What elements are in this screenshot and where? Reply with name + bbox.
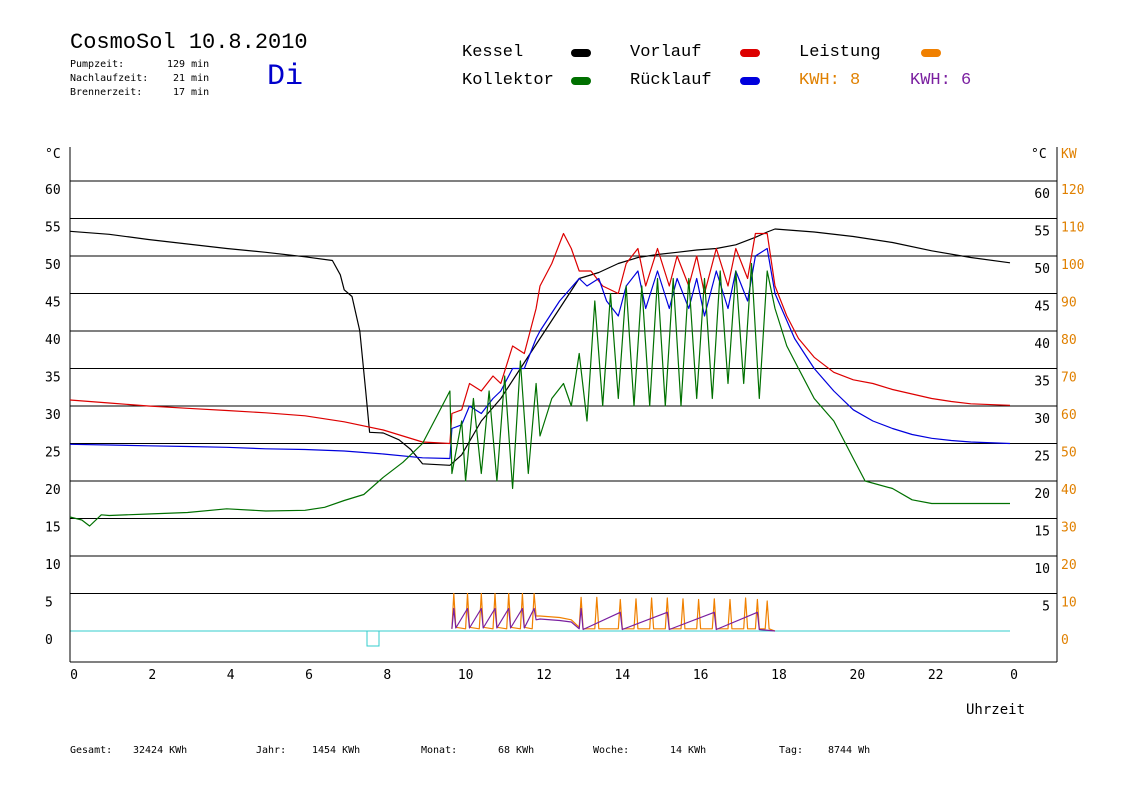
footer-tag-value: 8744 Wh bbox=[828, 745, 871, 756]
x-tick-10: 20 bbox=[850, 668, 866, 683]
footer-monat-label: Monat: bbox=[421, 745, 458, 756]
footer-woche-label: Woche: bbox=[593, 745, 630, 756]
grid-lines bbox=[70, 180, 1057, 632]
x-tick-5: 10 bbox=[458, 668, 474, 683]
footer-monat-value: 68 KWh bbox=[498, 745, 535, 756]
y-tick-right-power-10: 10 bbox=[1061, 596, 1077, 611]
x-tick-12: 0 bbox=[1010, 668, 1018, 683]
legend-label-leistung: Leistung bbox=[799, 43, 881, 62]
x-tick-3: 6 bbox=[305, 668, 313, 683]
y-tick-left-30: 30 bbox=[45, 408, 61, 423]
legend-label-vorlauf: Vorlauf bbox=[630, 43, 702, 62]
stat-brennerzeit-value: 17 min bbox=[173, 87, 210, 98]
y-tick-left-15: 15 bbox=[45, 521, 61, 536]
y-axis-unit-right-temp: °C bbox=[1031, 147, 1047, 162]
x-axis-label: Uhrzeit bbox=[966, 702, 1025, 718]
series-line-kollektor bbox=[69, 262, 1010, 527]
stat-nachlaufzeit-value: 21 min bbox=[173, 73, 210, 84]
marker-square bbox=[366, 630, 380, 647]
axes bbox=[69, 147, 1058, 663]
legend-label-kessel: Kessel bbox=[462, 43, 524, 62]
legend-swatch-vorlauf bbox=[740, 49, 760, 57]
footer-gesamt-label: Gesamt: bbox=[70, 745, 113, 756]
y-tick-right-temp-35: 35 bbox=[1034, 375, 1050, 390]
y-tick-left-25: 25 bbox=[45, 446, 61, 461]
legend-label-kollektor: Kollektor bbox=[462, 71, 554, 90]
chart-title: CosmoSol 10.8.2010 bbox=[70, 30, 308, 55]
y-tick-left-0: 0 bbox=[45, 633, 53, 648]
y-tick-right-temp-25: 25 bbox=[1034, 450, 1050, 465]
y-tick-left-40: 40 bbox=[45, 333, 61, 348]
y-tick-right-temp-30: 30 bbox=[1034, 412, 1050, 427]
y-tick-right-power-120: 120 bbox=[1061, 183, 1084, 198]
y-tick-right-power-40: 40 bbox=[1061, 483, 1077, 498]
x-tick-11: 22 bbox=[928, 668, 944, 683]
x-tick-7: 14 bbox=[615, 668, 631, 683]
x-tick-8: 16 bbox=[693, 668, 709, 683]
y-tick-right-temp-20: 20 bbox=[1034, 487, 1050, 502]
y-tick-left-10: 10 bbox=[45, 558, 61, 573]
y-tick-right-temp-15: 15 bbox=[1034, 525, 1050, 540]
x-tick-0: 0 bbox=[70, 668, 78, 683]
legend-kwh-second: KWH: 6 bbox=[910, 71, 972, 90]
series-line-leistung bbox=[451, 592, 776, 632]
series-line-r-cklauf bbox=[69, 247, 1011, 460]
y-tick-left-5: 5 bbox=[45, 596, 53, 611]
footer-jahr-value: 1454 KWh bbox=[312, 745, 361, 756]
y-tick-left-35: 35 bbox=[45, 371, 61, 386]
y-tick-right-power-90: 90 bbox=[1061, 296, 1077, 311]
y-tick-right-power-60: 60 bbox=[1061, 408, 1077, 423]
y-axis-unit-right-power: KW bbox=[1061, 147, 1077, 162]
y-tick-right-power-20: 20 bbox=[1061, 558, 1077, 573]
y-tick-right-power-30: 30 bbox=[1061, 521, 1077, 536]
y-tick-right-power-70: 70 bbox=[1061, 371, 1077, 386]
legend-swatch-kollektor bbox=[571, 77, 591, 85]
legend-label-ruecklauf: Rücklauf bbox=[630, 71, 712, 90]
series-line-kessel bbox=[69, 228, 1011, 466]
y-tick-left-55: 55 bbox=[45, 221, 61, 236]
series-line-kwh-6 bbox=[451, 607, 776, 632]
x-tick-1: 2 bbox=[148, 668, 156, 683]
y-tick-right-temp-55: 55 bbox=[1034, 225, 1050, 240]
footer-gesamt-value: 32424 KWh bbox=[133, 745, 188, 756]
y-tick-right-power-100: 100 bbox=[1061, 258, 1084, 273]
weekday-label: Di bbox=[267, 60, 304, 94]
footer-tag-label: Tag: bbox=[779, 745, 804, 756]
y-tick-right-temp-5: 5 bbox=[1042, 600, 1050, 615]
series-lines bbox=[69, 228, 1011, 632]
legend-swatch-ruecklauf bbox=[740, 77, 760, 85]
x-tick-6: 12 bbox=[536, 668, 552, 683]
y-tick-right-temp-40: 40 bbox=[1034, 337, 1050, 352]
x-tick-9: 18 bbox=[771, 668, 787, 683]
y-tick-right-power-80: 80 bbox=[1061, 333, 1077, 348]
legend-swatch-kessel bbox=[571, 49, 591, 57]
series-line-vorlauf bbox=[69, 232, 1011, 445]
y-tick-left-20: 20 bbox=[45, 483, 61, 498]
y-tick-right-temp-50: 50 bbox=[1034, 262, 1050, 277]
y-tick-right-temp-60: 60 bbox=[1034, 187, 1050, 202]
y-tick-right-power-110: 110 bbox=[1061, 221, 1084, 236]
tick-labels: 0510152025303540455055605101520253035404… bbox=[45, 183, 1084, 683]
x-tick-2: 4 bbox=[227, 668, 235, 683]
y-tick-left-50: 50 bbox=[45, 258, 61, 273]
stat-pumpzeit-label: Pumpzeit: bbox=[70, 59, 125, 70]
stat-pumpzeit-value: 129 min bbox=[167, 59, 210, 70]
y-tick-right-power-50: 50 bbox=[1061, 446, 1077, 461]
footer-woche-value: 14 KWh bbox=[670, 745, 707, 756]
y-tick-left-60: 60 bbox=[45, 183, 61, 198]
legend-kwh-leistung: KWH: 8 bbox=[799, 71, 861, 90]
stat-brennerzeit-label: Brennerzeit: bbox=[70, 87, 143, 98]
y-tick-right-power-0: 0 bbox=[1061, 633, 1069, 648]
y-axis-unit-left: °C bbox=[45, 147, 61, 162]
y-tick-left-45: 45 bbox=[45, 296, 61, 311]
legend-swatch-leistung bbox=[921, 49, 941, 57]
stat-nachlaufzeit-label: Nachlaufzeit: bbox=[70, 73, 149, 84]
y-tick-right-temp-10: 10 bbox=[1034, 562, 1050, 577]
x-tick-4: 8 bbox=[383, 668, 391, 683]
y-tick-right-temp-45: 45 bbox=[1034, 300, 1050, 315]
footer-jahr-label: Jahr: bbox=[256, 745, 287, 756]
